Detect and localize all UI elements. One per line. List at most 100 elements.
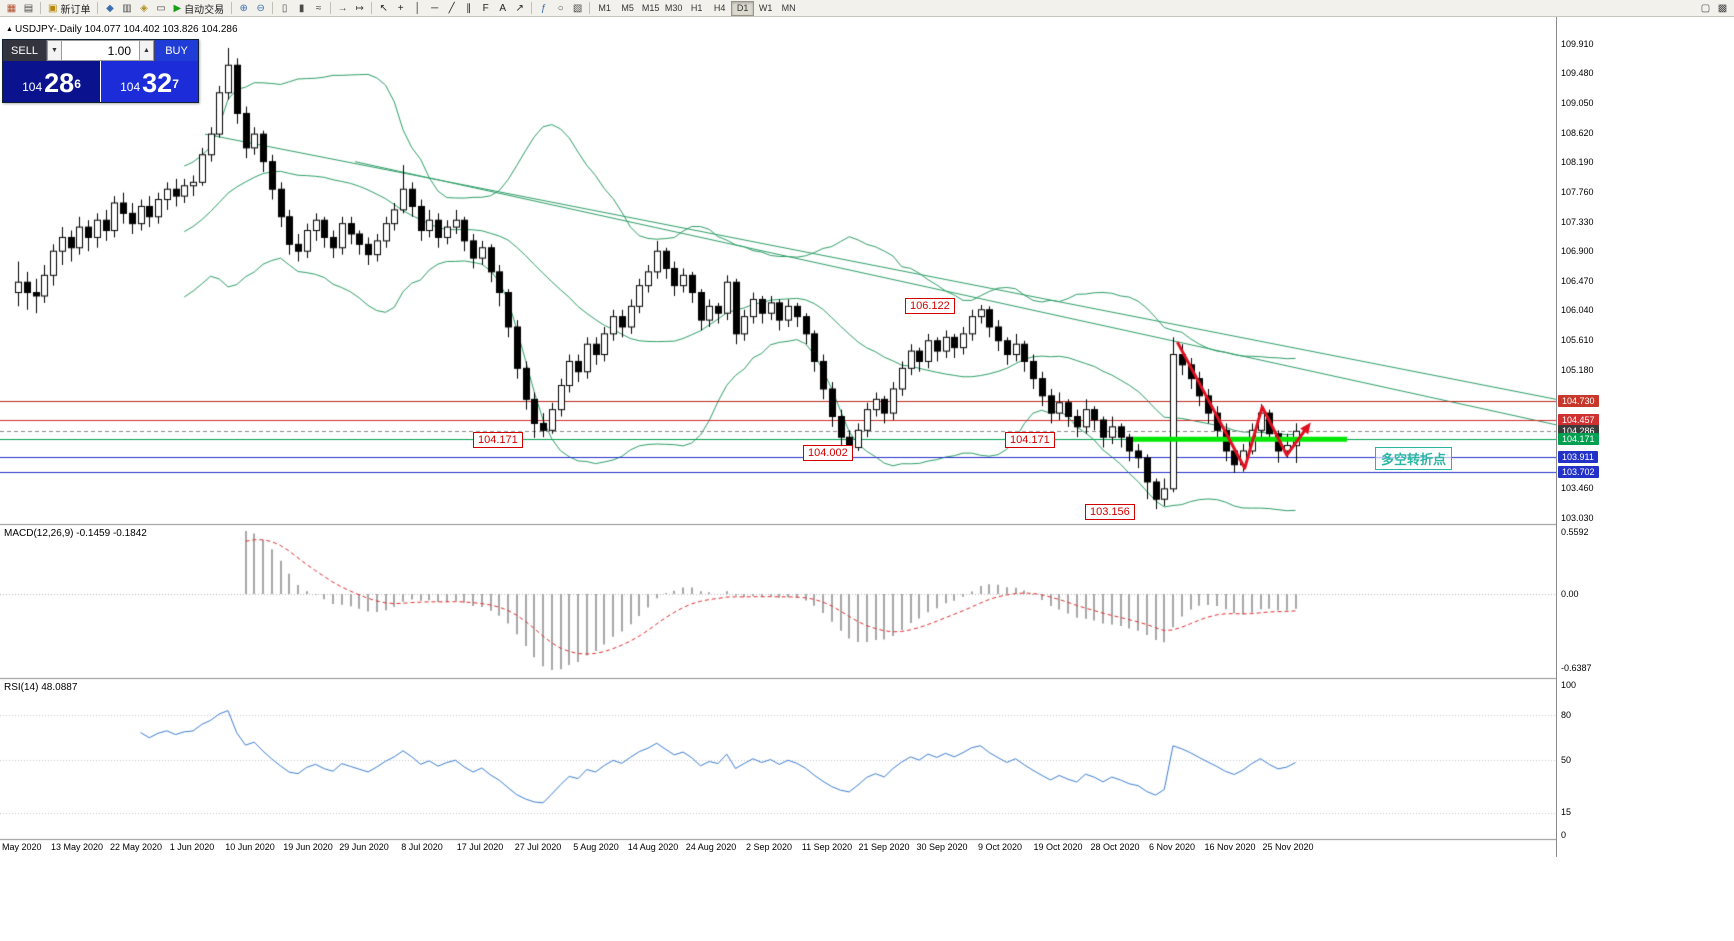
data-window-icon[interactable]: ▥ xyxy=(118,1,135,16)
price-annotation[interactable]: 103.156 xyxy=(1085,504,1135,520)
sell-button[interactable]: SELL xyxy=(3,40,47,61)
candlestick-chart-icon[interactable]: ▮ xyxy=(293,1,310,16)
sell-price[interactable]: 104 28 6 xyxy=(3,61,101,102)
date-tick: 29 Jun 2020 xyxy=(339,842,389,852)
zoom-out-icon[interactable]: ⊖ xyxy=(252,1,269,16)
navigator-icon[interactable]: ◈ xyxy=(135,1,152,16)
rsi-scale-tick: 15 xyxy=(1561,807,1572,817)
date-tick: 30 Sep 2020 xyxy=(916,842,968,852)
sell-price-prefix: 104 xyxy=(22,79,43,94)
zoom-in-icon[interactable]: ⊕ xyxy=(235,1,252,16)
date-tick: 1 Jun 2020 xyxy=(169,842,215,852)
chart-window-icon[interactable]: ▦ xyxy=(3,1,20,16)
auto-scroll-icon[interactable]: → xyxy=(334,1,351,16)
price-level-label: 104.457 xyxy=(1558,413,1599,426)
date-tick: 11 Sep 2020 xyxy=(801,842,853,852)
template-icon[interactable]: ▧ xyxy=(569,1,586,16)
price-annotation[interactable]: 104.002 xyxy=(803,445,853,461)
buy-button[interactable]: BUY xyxy=(154,40,198,61)
fibonacci-icon[interactable]: F xyxy=(477,1,494,16)
terminal-icon[interactable]: ▭ xyxy=(152,1,169,16)
market-watch-icon[interactable]: ◆ xyxy=(101,1,118,16)
date-tick: 8 Jul 2020 xyxy=(401,842,443,852)
macd-scale-tick: 0.5592 xyxy=(1561,527,1589,537)
symbol-ohlc-text: USDJPY-.Daily 104.077 104.402 103.826 10… xyxy=(14,24,238,35)
timeframe-h1[interactable]: H1 xyxy=(690,3,703,13)
macd-scale-tick: 0.00 xyxy=(1561,589,1579,599)
volume-increase-button[interactable]: ▲ xyxy=(139,40,154,61)
zoom-out-icon: ⊖ xyxy=(256,2,265,14)
help-icon[interactable]: ▩ xyxy=(1717,2,1728,14)
price-tick: 105.180 xyxy=(1561,364,1594,375)
rsi-scale-tick: 0 xyxy=(1561,830,1567,840)
arrow-icon: ↗ xyxy=(515,2,524,14)
timeframe-h4[interactable]: H4 xyxy=(713,3,726,13)
price-level-label: 103.911 xyxy=(1558,451,1598,464)
periods-icon[interactable]: ○ xyxy=(552,1,569,16)
toolbar-separator xyxy=(40,2,41,14)
price-annotation[interactable]: 104.171 xyxy=(1005,432,1055,448)
timeframe-m15[interactable]: M15 xyxy=(641,3,660,13)
bar-chart-icon[interactable]: ▯ xyxy=(276,1,293,16)
volume-input[interactable]: 1.00 xyxy=(62,40,139,61)
line-chart-icon[interactable]: ≈ xyxy=(310,1,327,16)
date-tick: 21 Sep 2020 xyxy=(858,842,910,852)
cursor-icon[interactable]: ↖ xyxy=(375,1,392,16)
rsi-scale-tick: 100 xyxy=(1561,680,1577,690)
autotrade-button-label: 自动交易 xyxy=(184,4,225,16)
timeframe-w1[interactable]: W1 xyxy=(758,3,773,13)
sell-price-point: 6 xyxy=(74,76,81,91)
price-annotation[interactable]: 106.122 xyxy=(905,298,955,314)
price-tick: 109.050 xyxy=(1561,98,1594,109)
autotrade-button[interactable]: ▶ 自动交易 xyxy=(169,1,228,16)
new-order-button-label: 新订单 xyxy=(60,4,91,16)
price-tick: 105.610 xyxy=(1561,335,1594,346)
indicators-icon[interactable]: ƒ xyxy=(535,1,552,16)
toolbar-separator xyxy=(97,2,99,14)
price-level-label: 104.730 xyxy=(1558,394,1599,407)
buy-price[interactable]: 104 32 7 xyxy=(101,61,198,102)
timeframe-m5[interactable]: M5 xyxy=(621,3,634,13)
price-tick: 109.910 xyxy=(1561,38,1594,49)
rsi-scale-tick: 50 xyxy=(1561,755,1572,765)
crosshair-icon[interactable]: + xyxy=(392,1,409,16)
tile-windows-icon[interactable]: ▤ xyxy=(20,1,37,16)
auto-scroll-icon: → xyxy=(337,2,348,14)
chart-shift-icon: ↦ xyxy=(355,2,364,14)
turning-point-note[interactable]: 多空转折点 xyxy=(1375,447,1453,470)
toolbar-separator xyxy=(330,2,332,14)
price-tick: 106.040 xyxy=(1561,305,1594,316)
vertical-line-icon[interactable]: │ xyxy=(409,1,426,16)
date-tick: 6 Nov 2020 xyxy=(1148,842,1196,852)
terminal-icon: ▭ xyxy=(156,2,166,14)
price-annotation[interactable]: 104.171 xyxy=(473,432,523,448)
timeframe-mn[interactable]: MN xyxy=(781,3,796,13)
trendline-icon[interactable]: ╱ xyxy=(443,1,460,16)
chart-shift-icon[interactable]: ↦ xyxy=(351,1,368,16)
chart-canvas[interactable] xyxy=(0,17,1556,857)
template-icon: ▧ xyxy=(572,2,583,14)
toolbar: ▦ ▤ ▣ 新订单 ◆ ▥ ◈ ▭ ▶ 自动交易 ⊕ ⊖ ▯ ▮ ≈ → ↦ ↖ + │ ─ ╱ ∥ F A ↗ ƒ ○ ▧ M1 M5 M1… xyxy=(0,0,1734,17)
volume-decrease-button[interactable]: ▼ xyxy=(47,40,62,61)
chart-window: ▲ USDJPY-.Daily 104.077 104.402 103.826 1… xyxy=(0,17,1734,941)
market-watch-icon: ◆ xyxy=(106,2,114,14)
window-list-icon[interactable]: ▢ xyxy=(1700,2,1711,14)
price-tick: 103.460 xyxy=(1561,483,1594,494)
toolbar-separator xyxy=(272,2,274,14)
date-tick: 14 Aug 2020 xyxy=(627,842,679,852)
price-tick: 109.480 xyxy=(1561,68,1594,79)
timeframe-d1[interactable]: D1 xyxy=(731,0,755,16)
price-tick: 107.330 xyxy=(1561,216,1594,227)
arrow-icon[interactable]: ↗ xyxy=(511,1,528,16)
buy-price-point: 7 xyxy=(172,76,179,91)
channel-icon: ∥ xyxy=(466,2,472,14)
new-order-button[interactable]: ▣ 新订单 xyxy=(44,1,94,16)
horizontal-line-icon[interactable]: ─ xyxy=(426,1,443,16)
text-icon[interactable]: A xyxy=(494,1,511,16)
date-tick: 10 Jun 2020 xyxy=(225,842,275,852)
timeframe-m1[interactable]: M1 xyxy=(598,3,611,13)
navigator-icon: ◈ xyxy=(140,2,148,14)
price-level-label: 103.702 xyxy=(1558,465,1599,478)
channel-icon[interactable]: ∥ xyxy=(460,1,477,16)
timeframe-m30[interactable]: M30 xyxy=(664,3,683,13)
